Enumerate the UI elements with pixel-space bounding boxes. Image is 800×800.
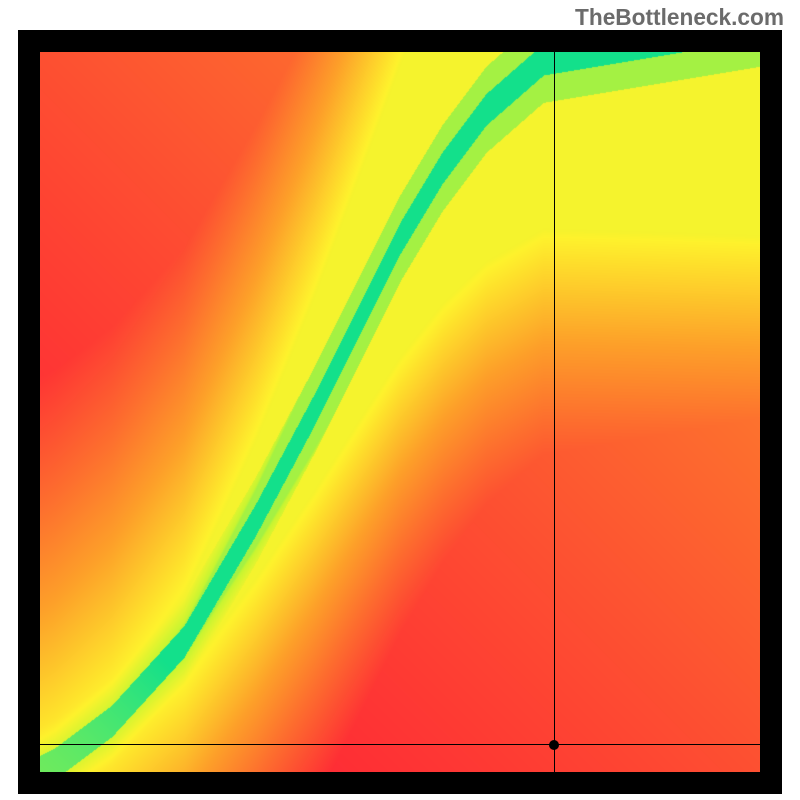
bottleneck-heatmap: [40, 52, 760, 772]
watermark-text: TheBottleneck.com: [575, 4, 784, 31]
crosshair-marker: [549, 740, 559, 750]
figure-container: TheBottleneck.com: [0, 0, 800, 800]
crosshair-vertical: [554, 52, 555, 772]
crosshair-horizontal: [40, 744, 760, 745]
